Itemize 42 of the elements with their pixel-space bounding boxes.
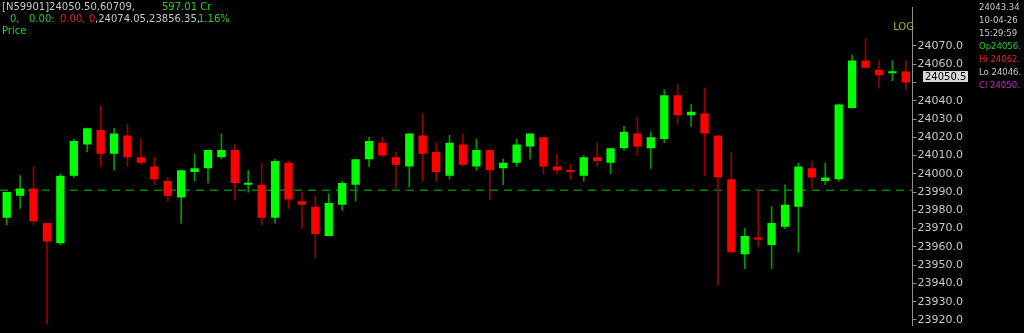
candlestick: [244, 169, 253, 193]
candlestick: [42, 222, 52, 324]
y-tick-label: 23920.0: [917, 312, 964, 326]
annotation: ,24074.05,23856.35,: [95, 13, 200, 24]
text: 10-04-26: [979, 15, 1018, 25]
candlestick: [754, 189, 763, 248]
y-tick-label: 24010.0: [917, 148, 964, 162]
annotation: Price: [2, 25, 27, 36]
annotation: 0.00,: [60, 13, 86, 24]
candlestick: [297, 191, 307, 229]
text: Lo 24046.: [979, 67, 1022, 77]
annotation: 597.01 Cr: [162, 1, 212, 12]
candlestick: [593, 142, 602, 167]
y-tick-label: 24000.0: [917, 166, 964, 180]
y-tick-label: 24040.0: [917, 93, 964, 107]
y-tick-label: 24020.0: [917, 130, 964, 144]
y-tick-label: 23960.0: [917, 239, 964, 253]
y-tick-label: 24070.0: [917, 38, 964, 52]
annotation: 1.16%: [198, 13, 230, 24]
text: Cl 24050.: [979, 80, 1020, 90]
text: 15:29:59: [979, 28, 1018, 38]
y-tick-label: 24030.0: [917, 111, 964, 125]
y-tick-label: 23980.0: [917, 203, 964, 217]
y-tick-label: 23930.0: [917, 294, 964, 308]
text: Op24056.: [979, 41, 1021, 51]
annotation: [N59901]24050.50,60709,: [2, 1, 135, 12]
text: Hi 24062.: [979, 54, 1021, 64]
text: 24043.34: [979, 2, 1020, 12]
candlestick: [15, 175, 25, 209]
candlestick: [821, 162, 830, 186]
y-tick-label: 23990.0: [917, 184, 964, 198]
candlestick: [136, 138, 146, 165]
y-tick-label: 23970.0: [917, 221, 964, 235]
annotation: 0.00:: [29, 13, 55, 24]
y-tick-label: 23950.0: [917, 257, 964, 271]
candlestick: [391, 151, 401, 189]
y-tick-label: 24060.0: [917, 57, 964, 71]
y-tick-label: 23940.0: [917, 276, 964, 290]
annotation: 0: [89, 13, 96, 24]
text: 24050.5: [923, 71, 969, 82]
annotation: 0,: [10, 13, 20, 24]
candlestick: [566, 164, 575, 180]
